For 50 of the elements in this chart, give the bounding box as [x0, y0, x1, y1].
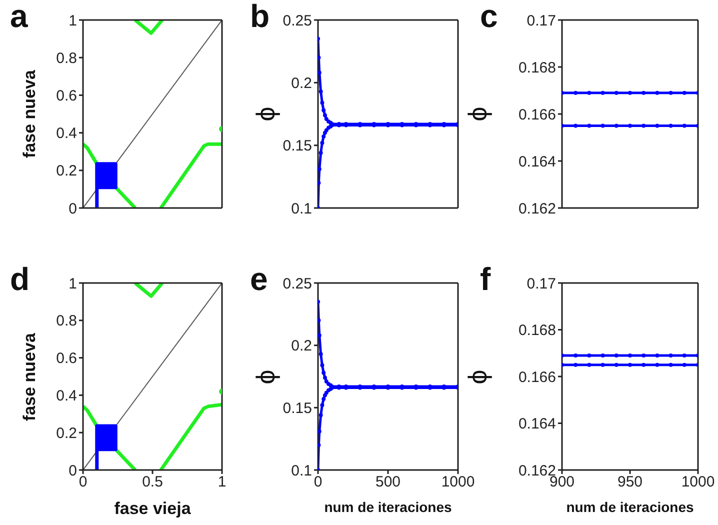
y-tick-label: 1 [68, 12, 77, 30]
y-tick-label: 0.17 [526, 12, 556, 30]
x-tick-label: 500 [375, 474, 401, 491]
y-tick-label: 0.2 [56, 162, 77, 180]
y-tick-label: 0 [68, 200, 77, 218]
y-tick-label: 1 [68, 275, 77, 292]
y-tick-label: 0.2 [291, 74, 312, 92]
y-tick-label: 0.166 [518, 106, 556, 124]
y-tick-label: 0.168 [518, 59, 556, 76]
x-tick-label: 1 [218, 474, 226, 491]
y-axis-title: fase nueva [20, 332, 40, 420]
y-tick-label: 0.2 [291, 338, 312, 355]
y-tick-label: 0.6 [56, 350, 77, 368]
y-tick-label: 0.8 [56, 50, 77, 67]
y-tick-label: 0.8 [56, 312, 77, 330]
x-tick-label: 0.5 [142, 474, 163, 491]
y-tick-label: 0.25 [282, 275, 312, 292]
y-tick-label: 0.164 [518, 153, 556, 170]
y-tick-label: 0.168 [518, 322, 556, 340]
chart-title: f [480, 261, 491, 297]
x-axis-title: fase vieja [113, 499, 192, 519]
y-tick-label: 0.4 [56, 125, 77, 142]
y-axis-title: fase nueva [20, 70, 40, 158]
x-axis-title: num de iteraciones [323, 499, 453, 515]
y-tick-label: 0.1 [291, 462, 312, 480]
y-tick-label: 0.162 [518, 200, 556, 218]
chart-title: c [480, 0, 498, 34]
y-tick-label: 0.15 [282, 400, 312, 417]
x-tick-label: 1000 [441, 474, 475, 491]
y-tick-label: 0 [68, 462, 77, 480]
y-axis-title: ϕ [462, 369, 494, 384]
chart-title: e [250, 261, 268, 297]
x-tick-label: 950 [617, 474, 643, 491]
y-tick-label: 0.166 [518, 368, 556, 386]
y-tick-label: 0.15 [282, 138, 312, 155]
y-axis-title: ϕ [250, 369, 282, 384]
y-tick-label: 0.6 [56, 88, 77, 105]
y-tick-label: 0.4 [56, 388, 77, 405]
y-tick-label: 0.164 [518, 416, 556, 433]
x-tick-label: 1000 [681, 474, 715, 491]
y-axis-title: ϕ [250, 106, 282, 122]
y-axis-title: ϕ [462, 106, 494, 122]
chart-title: b [250, 0, 270, 34]
chart-title: d [10, 261, 30, 297]
y-tick-label: 0.25 [282, 12, 312, 30]
chart-title: a [10, 0, 28, 34]
y-tick-label: 0.2 [56, 424, 77, 442]
y-tick-label: 0.1 [291, 200, 312, 218]
x-axis-title: num de iteraciones [565, 499, 695, 515]
y-tick-label: 0.17 [526, 275, 556, 292]
